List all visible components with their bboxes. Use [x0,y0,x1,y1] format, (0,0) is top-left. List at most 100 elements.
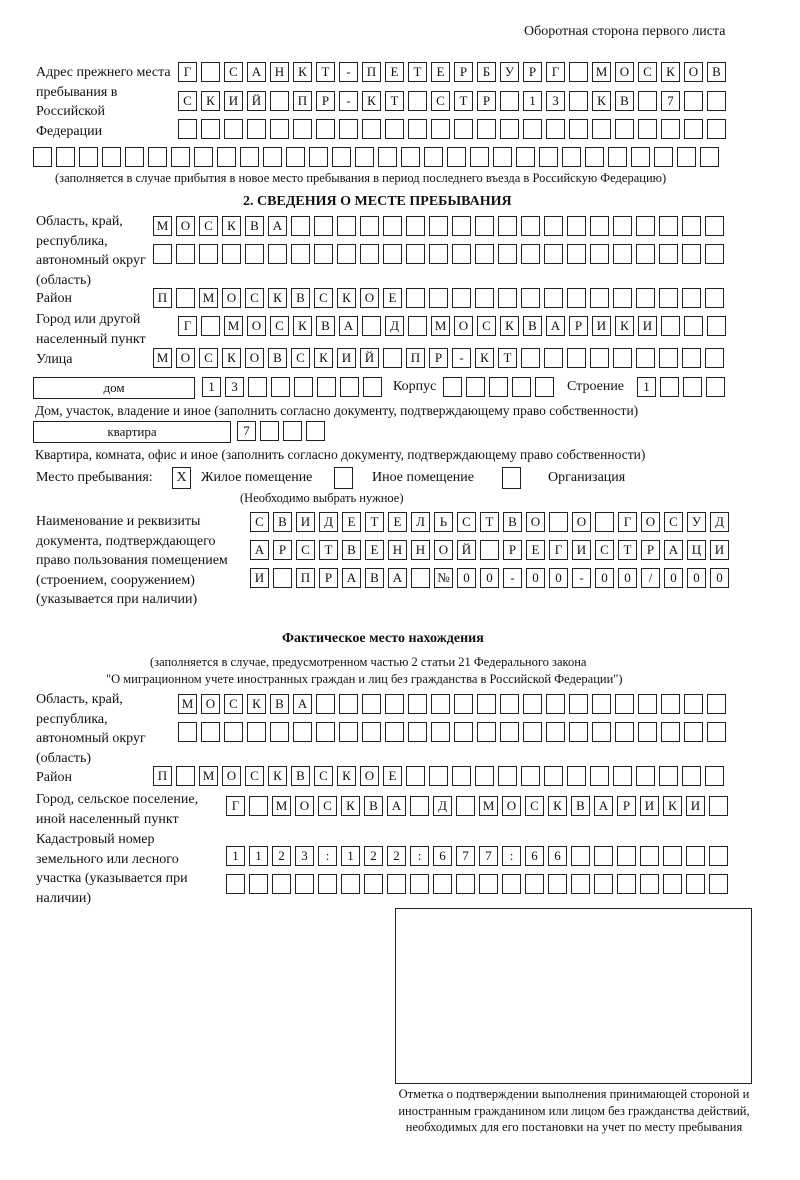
char-cell[interactable]: Е [385,62,404,82]
char-cell[interactable]: К [293,62,312,82]
char-cell[interactable]: Т [365,512,384,532]
char-cell[interactable]: К [247,694,266,714]
char-cell[interactable] [294,377,313,397]
char-cell[interactable]: А [594,796,613,816]
char-cell[interactable]: М [272,796,291,816]
char-cell[interactable] [682,244,701,264]
char-cell[interactable] [125,147,144,167]
char-cell[interactable]: Р [477,91,496,111]
char-cell[interactable] [640,874,659,894]
char-cell[interactable] [535,377,554,397]
char-cell[interactable] [544,348,563,368]
char-cell[interactable] [102,147,121,167]
char-cell[interactable] [431,119,450,139]
char-cell[interactable]: 1 [249,846,268,866]
char-cell[interactable] [707,316,726,336]
char-cell[interactable]: 7 [661,91,680,111]
char-cell[interactable] [613,766,632,786]
char-cell[interactable]: О [222,288,241,308]
char-cell[interactable]: К [592,91,611,111]
char-cell[interactable] [217,147,236,167]
char-cell[interactable]: Й [457,540,476,560]
char-cell[interactable] [456,874,475,894]
char-cell[interactable] [521,216,540,236]
char-cell[interactable] [567,766,586,786]
char-cell[interactable]: С [250,512,269,532]
char-cell[interactable] [613,216,632,236]
char-cell[interactable] [546,119,565,139]
char-cell[interactable]: Е [383,288,402,308]
char-cell[interactable]: Р [617,796,636,816]
char-cell[interactable] [148,147,167,167]
char-cell[interactable]: 1 [341,846,360,866]
char-cell[interactable] [615,694,634,714]
char-cell[interactable]: О [222,766,241,786]
other-premises-checkbox[interactable] [334,467,353,489]
char-cell[interactable] [268,244,287,264]
residential-checkbox[interactable]: X [172,467,191,489]
char-cell[interactable] [283,421,302,441]
char-cell[interactable]: Е [383,766,402,786]
char-cell[interactable]: А [247,62,266,82]
char-cell[interactable] [477,722,496,742]
char-cell[interactable] [56,147,75,167]
char-cell[interactable] [654,147,673,167]
char-cell[interactable]: О [176,348,195,368]
char-cell[interactable]: Р [429,348,448,368]
char-cell[interactable]: 6 [548,846,567,866]
char-cell[interactable]: Г [178,316,197,336]
char-cell[interactable]: Е [431,62,450,82]
char-cell[interactable]: Й [360,348,379,368]
char-cell[interactable]: И [224,91,243,111]
char-cell[interactable]: О [615,62,634,82]
char-cell[interactable] [636,348,655,368]
char-cell[interactable] [360,244,379,264]
char-cell[interactable] [663,846,682,866]
char-cell[interactable] [355,147,374,167]
char-cell[interactable]: И [250,568,269,588]
char-cell[interactable] [661,119,680,139]
char-cell[interactable]: - [572,568,591,588]
char-cell[interactable]: С [595,540,614,560]
char-cell[interactable] [523,119,542,139]
char-cell[interactable]: К [337,766,356,786]
char-cell[interactable]: Й [247,91,266,111]
char-cell[interactable]: К [475,348,494,368]
char-cell[interactable] [500,119,519,139]
char-cell[interactable]: 1 [202,377,221,397]
char-cell[interactable] [362,316,381,336]
char-cell[interactable]: Р [569,316,588,336]
char-cell[interactable] [569,722,588,742]
char-cell[interactable] [707,119,726,139]
char-cell[interactable] [408,722,427,742]
char-cell[interactable] [562,147,581,167]
char-cell[interactable] [631,147,650,167]
char-cell[interactable] [318,874,337,894]
char-cell[interactable]: С [314,288,333,308]
char-cell[interactable] [248,377,267,397]
char-cell[interactable]: И [710,540,729,560]
char-cell[interactable]: А [339,316,358,336]
char-cell[interactable] [431,694,450,714]
char-cell[interactable] [339,694,358,714]
char-cell[interactable] [684,91,703,111]
organization-checkbox[interactable] [502,467,521,489]
char-cell[interactable]: В [291,288,310,308]
char-cell[interactable] [314,216,333,236]
char-cell[interactable] [339,119,358,139]
char-cell[interactable] [548,874,567,894]
char-cell[interactable]: : [410,846,429,866]
char-cell[interactable]: М [199,766,218,786]
char-cell[interactable]: П [153,766,172,786]
char-cell[interactable] [475,288,494,308]
char-cell[interactable] [224,722,243,742]
char-cell[interactable]: 3 [546,91,565,111]
char-cell[interactable]: О [526,512,545,532]
char-cell[interactable]: М [479,796,498,816]
char-cell[interactable] [447,147,466,167]
char-cell[interactable] [659,766,678,786]
char-cell[interactable] [406,244,425,264]
char-cell[interactable] [470,147,489,167]
char-cell[interactable]: К [201,91,220,111]
char-cell[interactable] [454,694,473,714]
